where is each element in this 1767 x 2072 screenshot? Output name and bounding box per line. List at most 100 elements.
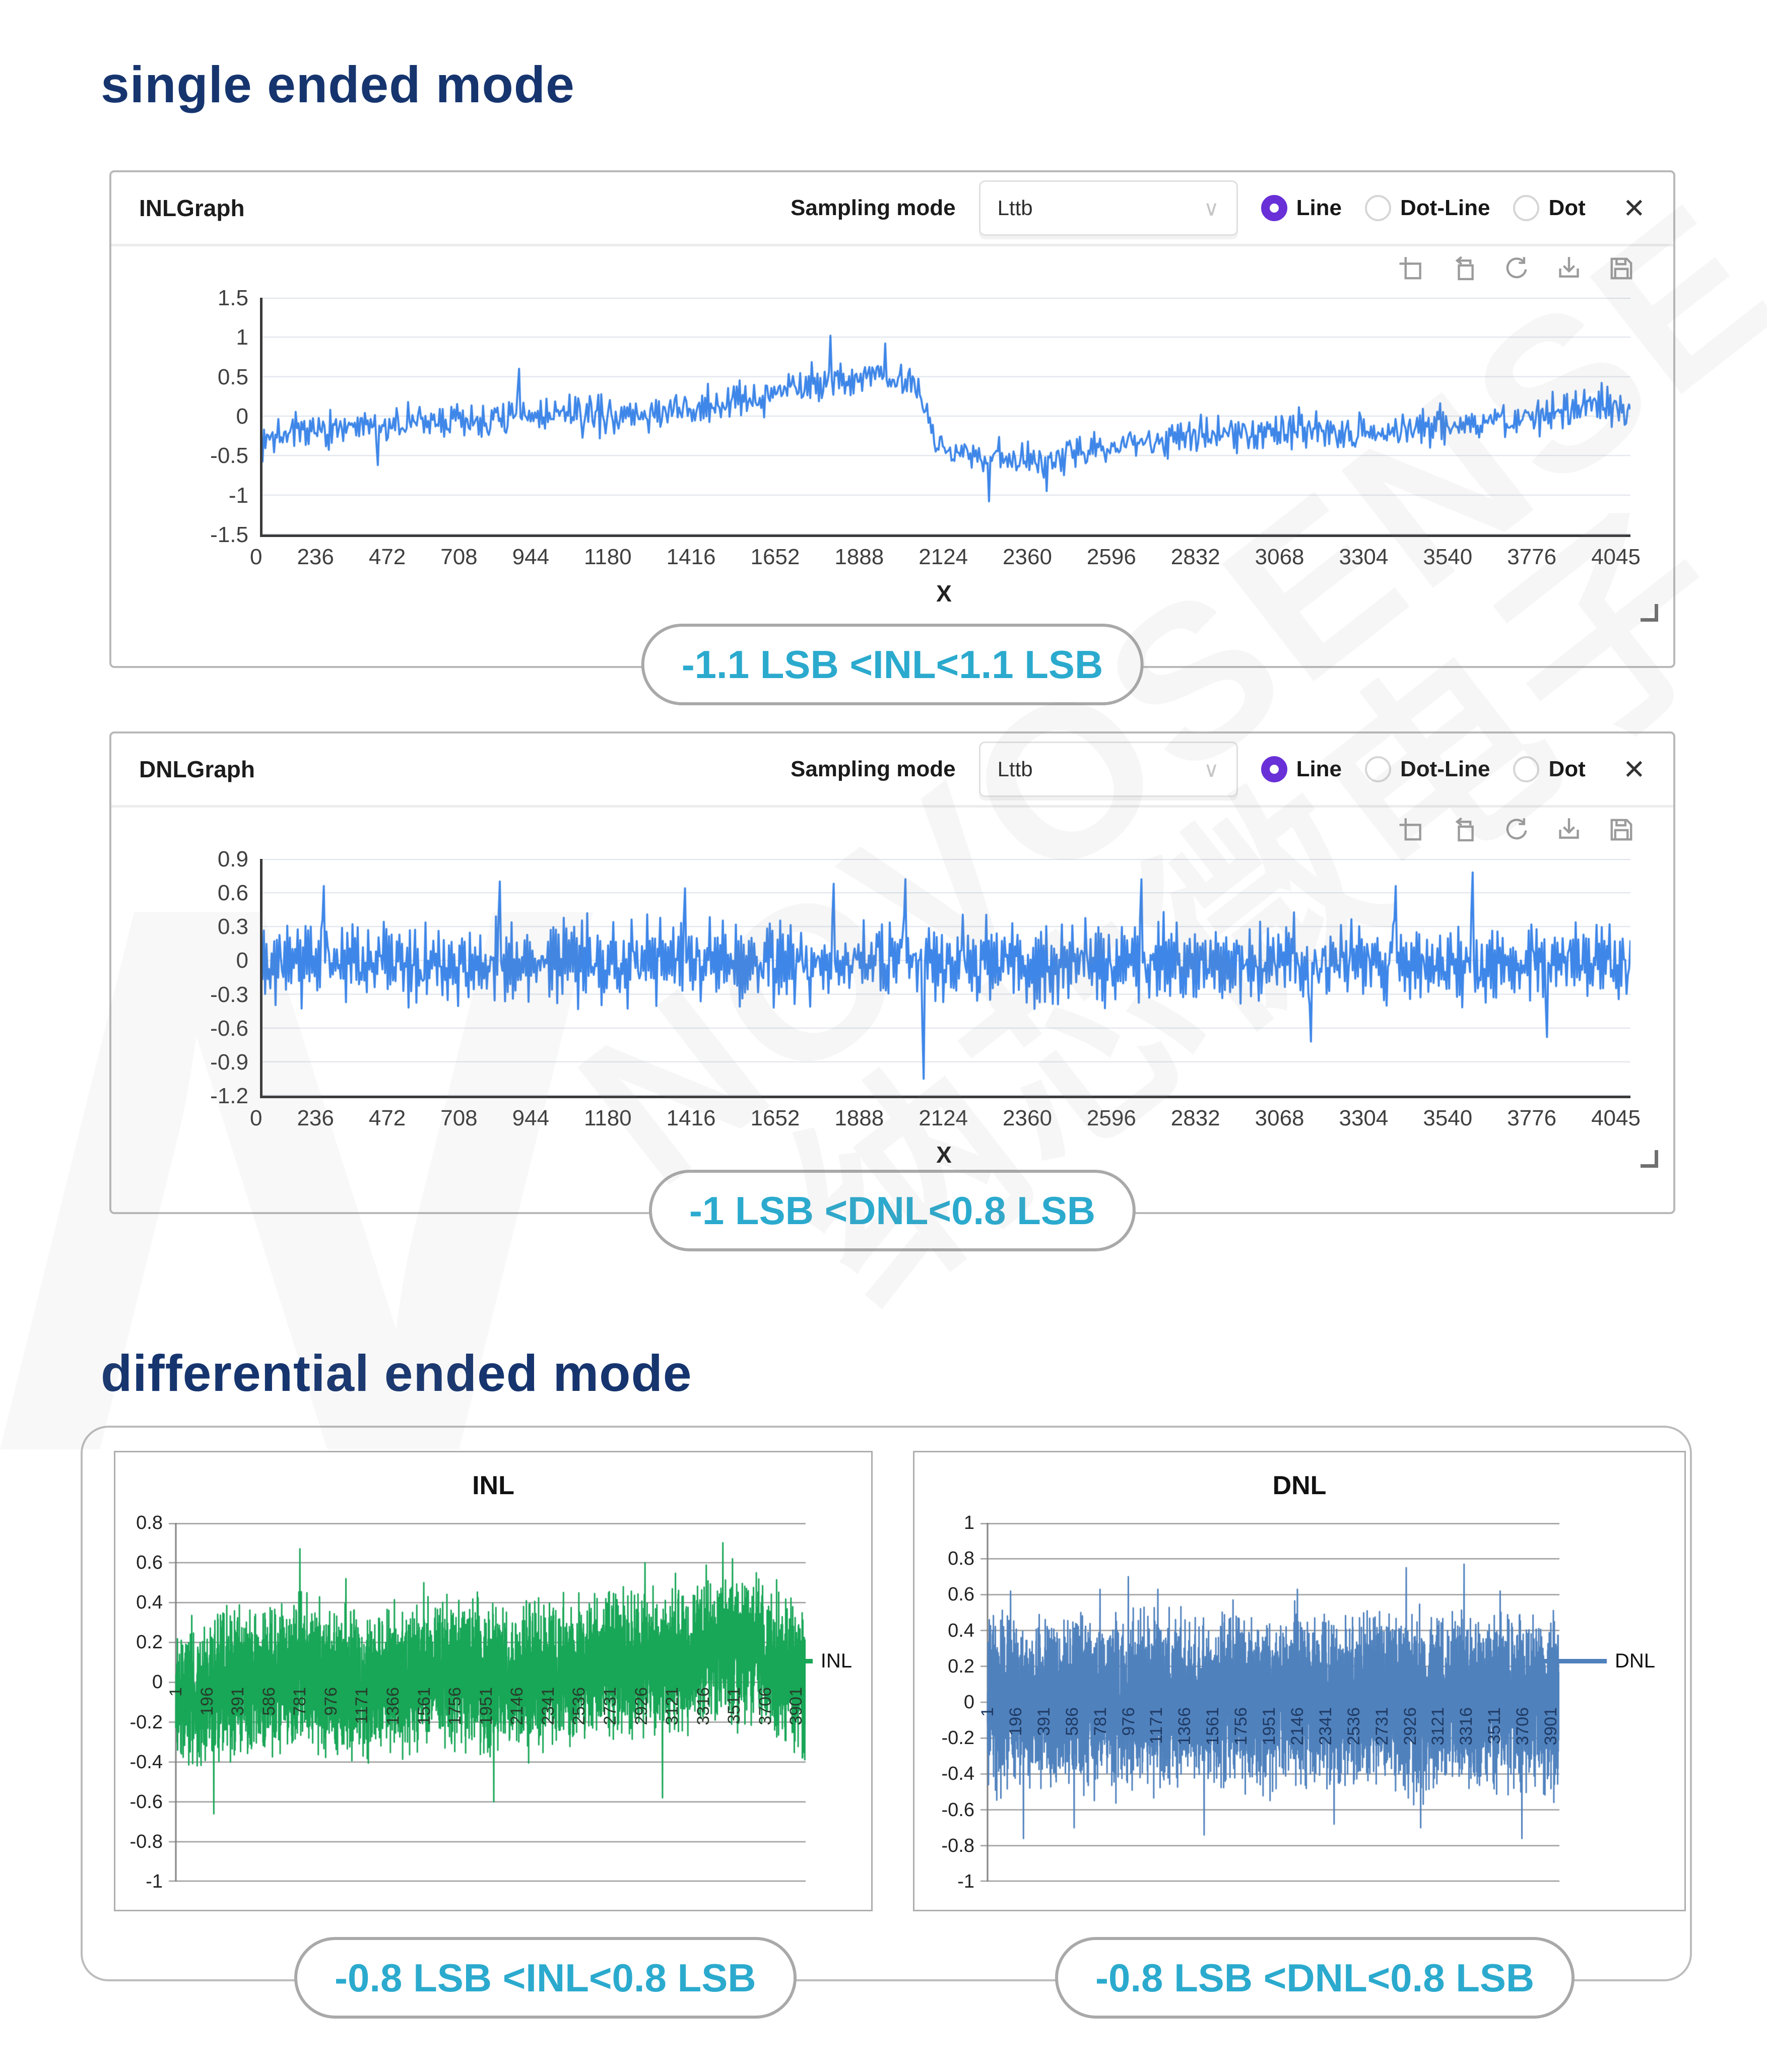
x-tick-label: 3304 (1339, 545, 1389, 569)
y-tick-label: -0.6 (941, 1799, 974, 1821)
x-tick-label: 1756 (445, 1687, 465, 1726)
y-tick-label: -1 (228, 483, 248, 508)
radio-selected-icon[interactable] (1261, 195, 1287, 221)
chevron-down-icon: ∨ (1203, 196, 1219, 220)
y-tick-label: 1.5 (217, 286, 248, 310)
y-tick-label: -0.6 (210, 1016, 248, 1041)
x-tick-label: 2536 (1344, 1707, 1363, 1746)
inl-chart: 0 236 472 708 944 1180 1416 1652 1888 2124 2360 259… (142, 286, 1641, 618)
x-tick-label: 708 (440, 545, 478, 569)
y-tick-label: 0.6 (136, 1552, 163, 1574)
x-tick-label: 976 (1119, 1707, 1138, 1736)
y-tick-label: 0.5 (217, 364, 248, 389)
dropdown-value: Lttb (997, 757, 1033, 781)
x-tick-label: 3706 (1513, 1707, 1533, 1746)
sampling-mode-dropdown[interactable]: Lttb ∨ (978, 742, 1238, 797)
x-tick-label: 1171 (1147, 1707, 1166, 1745)
x-tick-label: 2832 (1170, 545, 1220, 569)
x-tick-label: 472 (368, 545, 406, 569)
x-tick-label: 2124 (919, 1106, 968, 1130)
radio-unselected-icon[interactable] (1365, 195, 1392, 221)
radio-unselected-icon[interactable] (1513, 195, 1540, 221)
x-tick-label: 0 (250, 1106, 263, 1130)
legend: DNL (1531, 1650, 1655, 1673)
legend-label: DNL (1614, 1650, 1655, 1672)
y-tick-label: 0 (236, 948, 248, 973)
x-axis-tick-labels: 0 236 472 708 944 1180 1416 1652 1888 2124 2360 259… (250, 1106, 1641, 1131)
radio-unselected-icon[interactable] (1513, 756, 1540, 782)
y-tick-label: -0.4 (129, 1751, 163, 1773)
y-tick-label: 0.2 (136, 1632, 163, 1653)
x-tick-label: 3540 (1423, 545, 1473, 569)
y-tick-label: 0.8 (136, 1512, 163, 1533)
x-tick-label: 781 (290, 1687, 310, 1716)
x-tick-label: 236 (297, 1106, 334, 1130)
y-tick-label: -1.2 (210, 1084, 248, 1108)
zoom-reset-icon[interactable] (1450, 254, 1478, 283)
x-tick-label: 3316 (1457, 1707, 1476, 1746)
sampling-mode-label: Sampling mode (790, 195, 956, 220)
chevron-down-icon: ∨ (1203, 757, 1219, 781)
x-tick-label: 2146 (507, 1687, 527, 1726)
x-tick-label: 2360 (1003, 1106, 1052, 1130)
radio-unselected-icon[interactable] (1365, 756, 1392, 782)
x-tick-label: 586 (1062, 1707, 1082, 1736)
radio-dot[interactable]: Dot (1513, 756, 1586, 782)
legend-label: INL (820, 1650, 852, 1672)
x-tick-label: 1366 (1175, 1707, 1195, 1746)
y-tick-label: 0.6 (948, 1584, 974, 1606)
y-tick-label: 0.4 (136, 1592, 163, 1614)
x-tick-label: 2832 (1170, 1106, 1220, 1130)
radio-dot-line[interactable]: Dot-Line (1365, 756, 1490, 782)
x-tick-label: 3901 (1541, 1707, 1561, 1746)
header-controls: Sampling mode Lttb ∨ Line Dot-Line Dot ✕ (791, 180, 1646, 236)
x-tick-label: 236 (297, 545, 334, 569)
radio-selected-icon[interactable] (1261, 756, 1287, 782)
download-icon[interactable] (1555, 816, 1583, 844)
plot-area (977, 1523, 1559, 1884)
x-tick-label: 2536 (569, 1687, 589, 1726)
plot-area (260, 859, 1630, 1098)
radio-dot[interactable]: Dot (1513, 195, 1586, 221)
x-tick-label: 2596 (1086, 545, 1136, 569)
x-tick-label: 2926 (631, 1687, 651, 1726)
radio-dot-line[interactable]: Dot-Line (1365, 195, 1490, 221)
section-title-single-ended: single ended mode (101, 56, 575, 113)
refresh-icon[interactable] (1502, 816, 1531, 844)
x-tick-label: 1 (978, 1707, 997, 1717)
radio-line[interactable]: Line (1261, 756, 1342, 782)
close-icon[interactable]: ✕ (1622, 193, 1646, 224)
window-header: INLGraph Sampling mode Lttb ∨ Line Dot-L… (111, 172, 1673, 246)
y-tick-label: -0.4 (941, 1763, 974, 1785)
legend: INL (737, 1650, 852, 1673)
zoom-box-icon[interactable] (1398, 816, 1426, 844)
x-tick-label: 1951 (1260, 1707, 1279, 1746)
x-tick-label: 1756 (1231, 1707, 1251, 1746)
zoom-reset-icon[interactable] (1450, 816, 1478, 844)
resize-handle-icon[interactable] (1641, 604, 1658, 622)
x-tick-label: 3121 (663, 1687, 682, 1726)
x-tick-label: 196 (197, 1687, 217, 1716)
x-tick-label: 2341 (538, 1687, 558, 1726)
save-icon[interactable] (1607, 254, 1635, 283)
x-tick-label: 1652 (750, 545, 800, 569)
dnl-chart: 0 236 472 708 944 1180 1416 1652 1888 2124 2360 259… (142, 847, 1641, 1179)
chart-toolbar (111, 246, 1673, 288)
refresh-icon[interactable] (1502, 254, 1531, 283)
plot-canvas (166, 1523, 806, 1884)
plot-canvas (263, 298, 1630, 534)
window-header: DNLGraph Sampling mode Lttb ∨ Line Dot-L… (111, 733, 1673, 808)
zoom-box-icon[interactable] (1398, 254, 1426, 283)
resize-handle-icon[interactable] (1641, 1150, 1658, 1168)
y-tick-label: 0.6 (217, 881, 248, 906)
x-tick-label: 3776 (1507, 545, 1557, 569)
dropdown-value: Lttb (997, 196, 1033, 220)
diff-dnl-range-annotation: -0.8 LSB <DNL<0.8 LSB (1055, 1937, 1575, 2019)
sampling-mode-dropdown[interactable]: Lttb ∨ (978, 180, 1238, 236)
y-tick-label: 0 (152, 1672, 163, 1693)
close-icon[interactable]: ✕ (1622, 754, 1646, 785)
x-tick-label: 3304 (1339, 1106, 1389, 1130)
save-icon[interactable] (1607, 816, 1635, 844)
download-icon[interactable] (1555, 254, 1583, 283)
radio-line[interactable]: Line (1261, 195, 1342, 221)
